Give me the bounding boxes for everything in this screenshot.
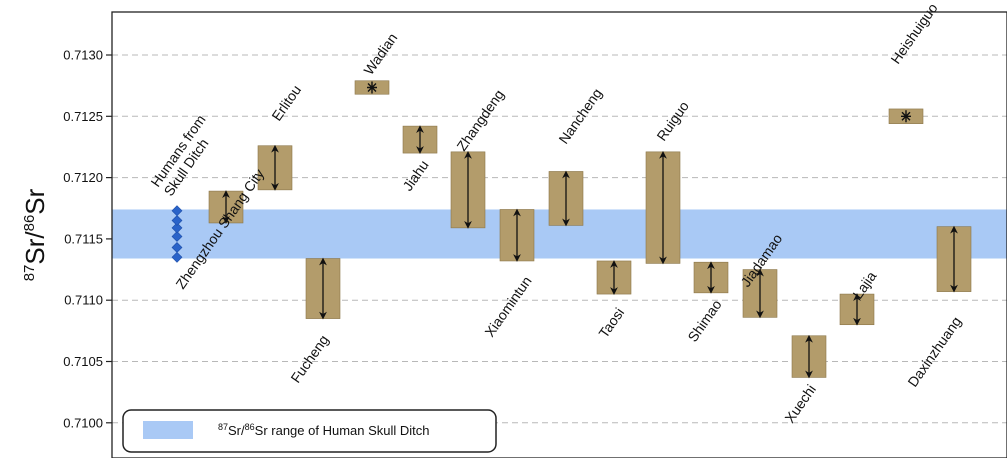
site-label: Zhangdeng [453, 87, 507, 154]
legend-frame [122, 409, 497, 453]
legend-label-sup2: 86 [245, 422, 255, 432]
y-tick-label: 0.7110 [64, 293, 103, 308]
legend-swatch [143, 421, 193, 439]
site-label: Jiahu [399, 157, 431, 194]
legend: 87Sr/86Sr range of Human Skull Ditch [122, 409, 497, 453]
legend-label-end: Sr range of Human Skull Ditch [255, 423, 430, 438]
site-box-jiahu [402, 125, 438, 154]
y-tick-label: 0.7120 [63, 170, 103, 185]
human-diamond [171, 215, 183, 226]
site-point-marker [367, 81, 377, 94]
human-diamond [171, 231, 183, 242]
site-label: Daxinzhuang [904, 314, 964, 390]
site-box-shimao [693, 261, 729, 294]
y-axis-ticks: 0.7100 0.7105 0.7110 0.7115 0.7120 0.7125 0.71… [63, 48, 112, 430]
human-diamond [171, 205, 183, 217]
site-label: Lajia [849, 268, 879, 302]
site-label: Shimao [684, 296, 724, 344]
site-label: Fucheng [287, 332, 331, 386]
site-box-wadian [354, 80, 390, 95]
site-label: Xuechi [781, 381, 819, 425]
y-tick-label: 0.7115 [64, 231, 103, 246]
legend-label-mid: Sr/ [228, 423, 245, 438]
site-box-nancheng [548, 170, 584, 227]
site-label: Wadian [360, 30, 400, 78]
site-point-marker [901, 110, 911, 123]
y-tick-label: 0.7130 [63, 48, 103, 63]
site-box-zhangdeng [450, 150, 486, 229]
y-axis-label-end: Sr [20, 188, 50, 214]
site-box-xiaomintun [499, 208, 535, 262]
y-axis-label-sup2: 86 [21, 215, 38, 232]
y-tick-label: 0.7105 [63, 354, 103, 369]
y-tick-label: 0.7100 [63, 415, 103, 430]
human-diamond [171, 251, 183, 263]
plot-frame [111, 11, 1007, 458]
y-axis-label-mid: Sr/ [20, 231, 50, 265]
site-label: Heishuiguo [887, 0, 940, 67]
human-points-label: Humans fromSkull Ditch [147, 112, 221, 199]
site-label: Erlitou [268, 82, 304, 124]
site-box-heishuiguo [888, 108, 924, 124]
legend-label: 87Sr/86Sr range of Human Skull Ditch [218, 422, 430, 438]
y-axis-label-sup1: 87 [21, 265, 38, 282]
site-box-erlitou [257, 144, 293, 191]
site-label: Taosi [595, 305, 627, 341]
site-box-ruiguo [645, 150, 681, 265]
human-diamond [171, 242, 183, 253]
site-box-jiadamao [742, 268, 778, 319]
site-label: Ruiguo [653, 98, 692, 144]
human-diamond [171, 222, 183, 234]
site-box-lajia [839, 293, 875, 326]
legend-label-sup1: 87 [218, 422, 228, 432]
site-box-xuechi [791, 334, 827, 379]
y-tick-label: 0.7125 [63, 109, 103, 124]
site-box-fucheng [305, 257, 341, 320]
human-points [171, 205, 183, 263]
site-box-daxinzhuang [936, 225, 972, 293]
site-label: Xiaomintun [481, 273, 534, 340]
site-box-taosi [596, 260, 632, 295]
site-range-boxes [208, 80, 972, 379]
y-axis-label: 87Sr/86Sr [20, 188, 50, 281]
site-box-zhengzhou-shang-city [208, 190, 244, 224]
